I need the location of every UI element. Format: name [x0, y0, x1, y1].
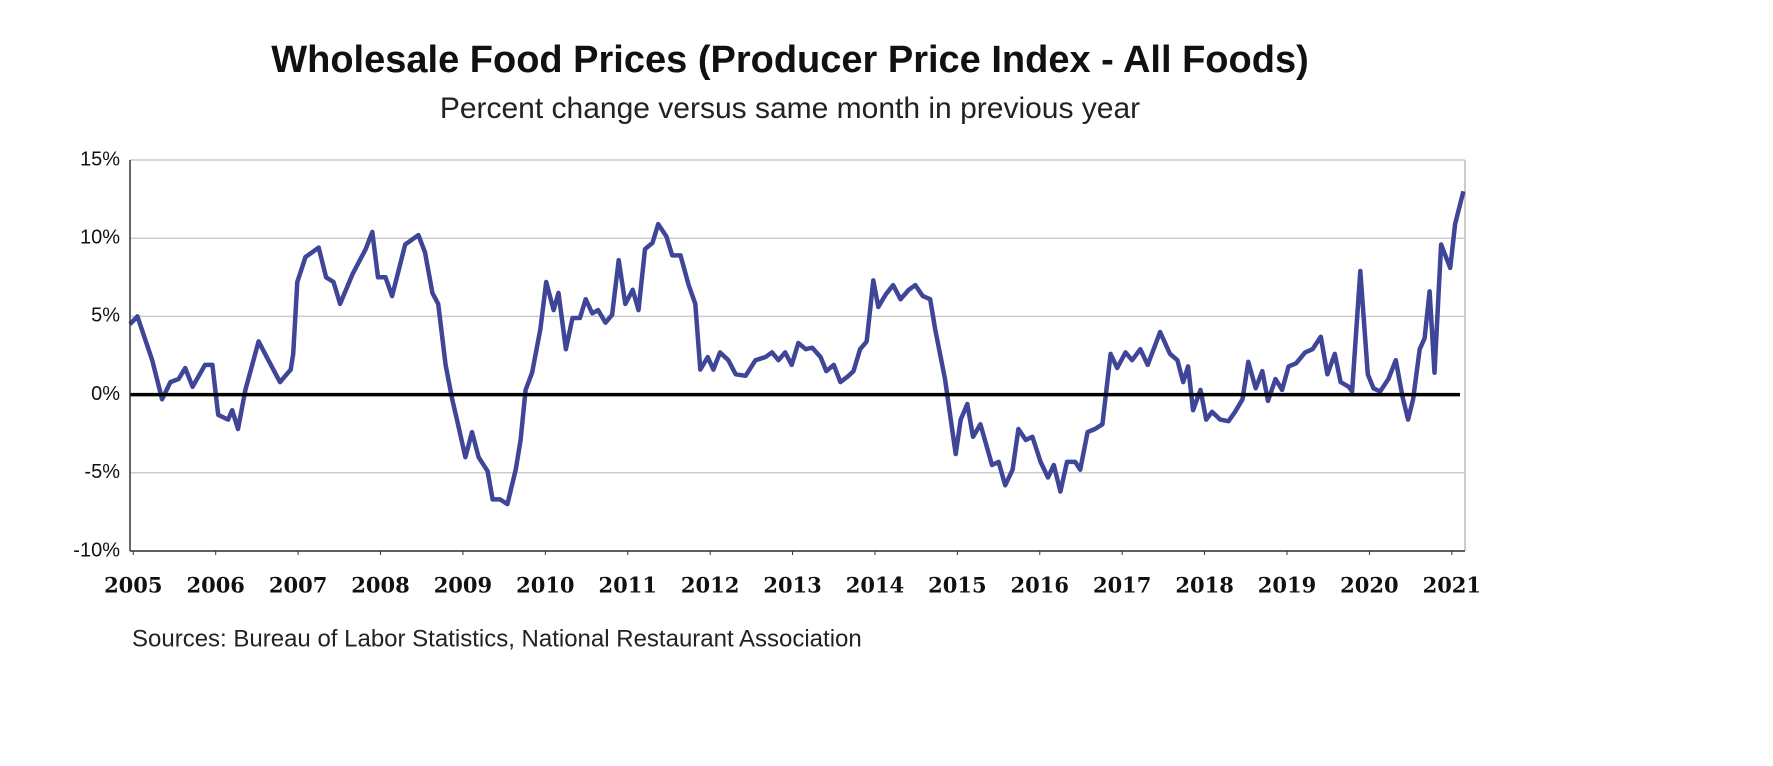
- y-tick-label: 0%: [91, 383, 120, 405]
- source-note: Sources: Bureau of Labor Statistics, Nat…: [132, 625, 862, 652]
- x-tick-label: 2017: [1093, 573, 1151, 598]
- y-tick-label: 10%: [80, 226, 120, 248]
- x-tick-label: 2005: [104, 573, 162, 598]
- x-tick-label: 2016: [1011, 573, 1069, 598]
- x-tick-label: 2012: [681, 573, 739, 598]
- x-tick-label: 2009: [434, 573, 492, 598]
- chart-subtitle: Percent change versus same month in prev…: [440, 92, 1140, 125]
- x-tick-label: 2007: [269, 573, 327, 598]
- x-tick-label: 2008: [351, 573, 409, 598]
- x-tick-label: 2020: [1340, 573, 1398, 598]
- x-tick-label: 2015: [928, 573, 986, 598]
- y-tick-label: -10%: [73, 539, 120, 561]
- x-tick-label: 2010: [516, 573, 574, 598]
- y-tick-label: -5%: [84, 461, 120, 483]
- x-tick-label: 2011: [599, 573, 657, 598]
- x-tick-label: 2019: [1258, 573, 1316, 598]
- y-tick-label: 5%: [91, 305, 120, 327]
- x-tick-label: 2021: [1423, 573, 1481, 598]
- x-tick-label: 2014: [846, 573, 904, 598]
- x-tick-label: 2018: [1175, 573, 1233, 598]
- y-tick-label: 15%: [80, 148, 120, 170]
- chart-title: Wholesale Food Prices (Producer Price In…: [271, 39, 1308, 81]
- x-tick-label: 2006: [186, 573, 244, 598]
- x-tick-label: 2013: [763, 573, 821, 598]
- data-line: [128, 190, 1466, 507]
